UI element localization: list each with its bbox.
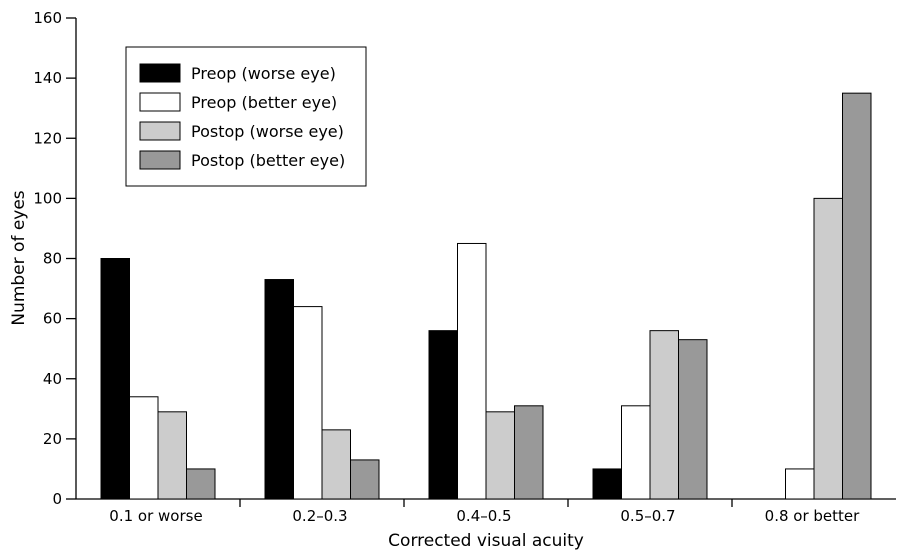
legend-swatch-3 (139, 121, 181, 141)
bar-series-3-category-1 (157, 411, 187, 500)
bar-series-1-category-2 (264, 279, 294, 500)
bar-series-4-category-2 (350, 459, 380, 500)
bar-series-1-category-4 (592, 468, 622, 500)
y-tick-label-7: 140 (33, 69, 62, 87)
bar-series-3-category-3 (485, 411, 515, 500)
y-axis-title: Number of eyes (9, 190, 29, 325)
legend-swatch-2 (139, 92, 181, 112)
bar-series-4-category-5 (842, 92, 872, 500)
bar-series-4-category-3 (514, 405, 544, 500)
legend-label-1: Preop (worse eye) (191, 64, 336, 83)
legend-swatch-4 (139, 150, 181, 170)
bar-series-3-category-4 (649, 330, 679, 500)
y-tick-label-6: 120 (33, 129, 62, 147)
x-tick-label-2: 0.4–0.5 (456, 507, 511, 525)
bar-series-2-category-5 (785, 468, 815, 500)
bar-series-2-category-3 (457, 242, 487, 500)
y-tick-label-1: 20 (43, 430, 62, 448)
bar-series-3-category-2 (321, 429, 351, 500)
y-tick-label-3: 60 (43, 310, 62, 328)
bar-series-1-category-3 (428, 330, 458, 500)
bar-series-4-category-4 (678, 339, 708, 500)
legend-label-4: Postop (better eye) (191, 151, 345, 170)
x-tick-label-1: 0.2–0.3 (292, 507, 347, 525)
y-tick-label-2: 40 (43, 370, 62, 388)
bar-series-3-category-5 (813, 197, 843, 500)
y-ticks: 0 20 40 60 80 100 120 140 160 (33, 9, 76, 508)
bar-series-2-category-4 (621, 405, 651, 500)
x-axis-title: Corrected visual acuity (388, 531, 584, 551)
y-tick-label-4: 80 (43, 250, 62, 268)
x-tick-label-3: 0.5–0.7 (620, 507, 675, 525)
legend-label-3: Postop (worse eye) (191, 122, 344, 141)
bar-series-2-category-2 (293, 306, 323, 500)
bars (100, 92, 872, 500)
x-ticks: 0.1 or worse 0.2–0.3 0.4–0.5 0.5–0.7 0.8 or … (109, 499, 860, 525)
y-tick-label-0: 0 (52, 490, 62, 508)
bar-series-4-category-1 (186, 468, 216, 500)
x-tick-label-4: 0.8 or better (765, 507, 860, 525)
bar-series-1-category-1 (100, 258, 130, 500)
y-tick-label-8: 160 (33, 9, 62, 27)
legend: Preop (worse eye) Preop (better eye) Posto… (125, 46, 367, 187)
legend-label-2: Preop (better eye) (191, 93, 337, 112)
legend-swatch-1 (139, 63, 181, 83)
x-tick-label-0: 0.1 or worse (109, 507, 202, 525)
bar-series-2-category-1 (129, 396, 159, 500)
y-tick-label-5: 100 (33, 189, 62, 207)
